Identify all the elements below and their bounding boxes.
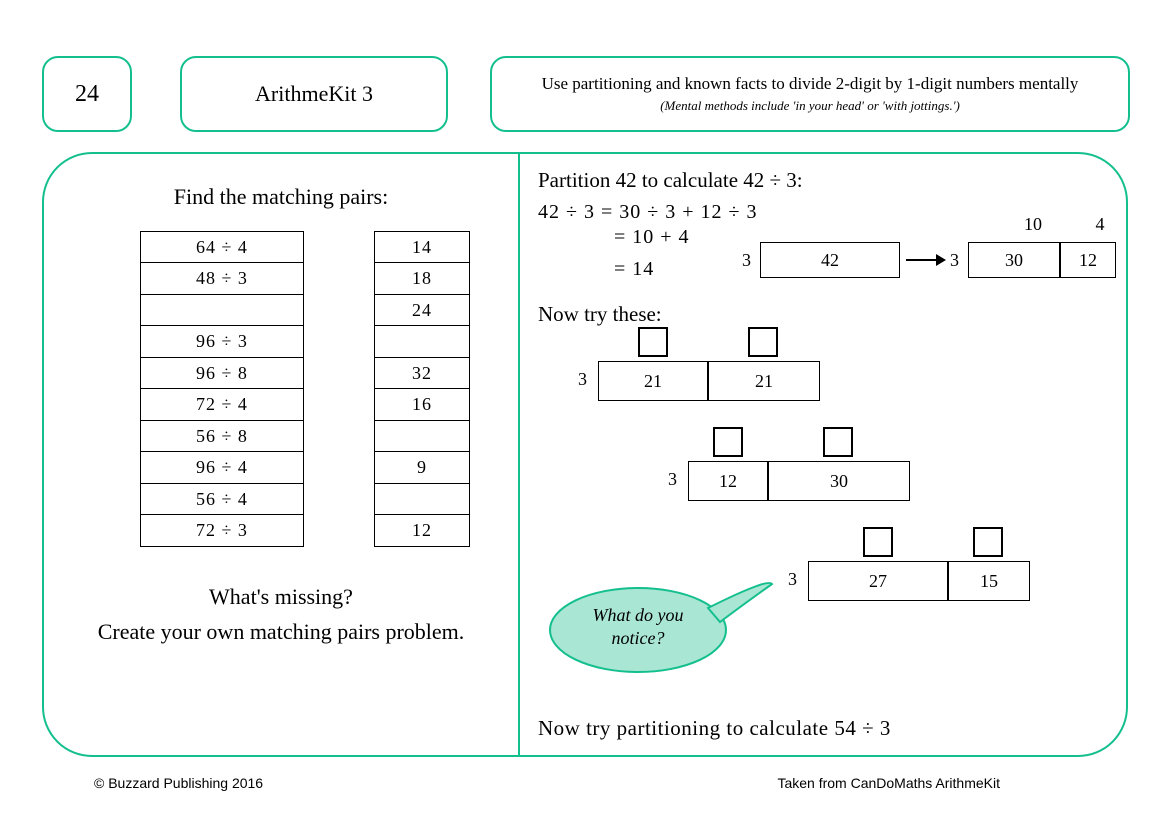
footer-right: Taken from CanDoMaths ArithmeKit <box>777 775 1000 791</box>
col2-cell: 14 <box>374 231 470 264</box>
bar-part1: 30 <box>969 243 1061 277</box>
objective-text: Use partitioning and known facts to divi… <box>542 74 1079 94</box>
bar-top-left: 10 <box>998 214 1068 235</box>
speech-bubble: What do you notice? <box>548 582 728 668</box>
diagram-part: 21 <box>599 362 709 400</box>
col1-cell: 56 ÷ 4 <box>140 483 304 516</box>
col2-cell <box>374 420 470 453</box>
col1-cell: 96 ÷ 4 <box>140 451 304 484</box>
bar-parts: 30 12 <box>968 242 1116 278</box>
now-try-label: Now try these: <box>538 302 1108 327</box>
col2-cell <box>374 325 470 358</box>
diagram-part: 15 <box>949 562 1029 600</box>
col1-cell: 56 ÷ 8 <box>140 420 304 453</box>
objective-sub: (Mental methods include 'in your head' o… <box>660 98 960 114</box>
col2-cell: 18 <box>374 262 470 295</box>
working-line2: = 10 + 4 <box>614 226 690 249</box>
col1-cell: 96 ÷ 8 <box>140 357 304 390</box>
diagram-part: 30 <box>769 462 909 500</box>
col1-cell: 72 ÷ 4 <box>140 388 304 421</box>
col1-cell <box>140 294 304 327</box>
bar-divisor-right: 3 <box>950 250 959 271</box>
col1-cell: 48 ÷ 3 <box>140 262 304 295</box>
left-sub1: What's missing? <box>44 584 518 610</box>
left-title: Find the matching pairs: <box>44 184 518 210</box>
working-line3: = 14 <box>614 258 654 281</box>
diagram-divisor: 3 <box>788 569 797 590</box>
col2-cell <box>374 483 470 516</box>
answer-box[interactable] <box>748 327 778 357</box>
matching-column-2: 141824 3216 9 12 <box>374 232 470 547</box>
footer-left: © Buzzard Publishing 2016 <box>94 775 263 791</box>
bubble-line2: notice? <box>548 627 728 650</box>
kit-name: ArithmeKit 3 <box>255 81 373 107</box>
bar-example: 3 42 3 10 4 30 12 <box>742 220 1132 296</box>
col2-cell: 16 <box>374 388 470 421</box>
diagram-bar: 2715 <box>808 561 1030 601</box>
col2-cell: 32 <box>374 357 470 390</box>
objective-pill: Use partitioning and known facts to divi… <box>490 56 1130 132</box>
page-number-pill: 24 <box>42 56 132 132</box>
diagram-part: 12 <box>689 462 769 500</box>
col1-cell: 72 ÷ 3 <box>140 514 304 547</box>
right-panel: Partition 42 to calculate 42 ÷ 3: 42 ÷ 3… <box>518 154 1126 755</box>
bar-whole: 42 <box>760 242 900 278</box>
col2-cell: 9 <box>374 451 470 484</box>
answer-box[interactable] <box>638 327 668 357</box>
partition-intro: Partition 42 to calculate 42 ÷ 3: <box>538 168 1108 193</box>
diagram-divisor: 3 <box>668 469 677 490</box>
bubble-line1: What do you <box>548 604 728 627</box>
col1-cell: 64 ÷ 4 <box>140 231 304 264</box>
header-region: 24 ArithmeKit 3 Use partitioning and kno… <box>0 56 1170 136</box>
bubble-text: What do you notice? <box>548 604 728 651</box>
col2-cell: 24 <box>374 294 470 327</box>
final-instruction: Now try partitioning to calculate 54 ÷ 3 <box>538 716 891 741</box>
bar-top-right: 4 <box>1076 214 1124 235</box>
diagram-part: 27 <box>809 562 949 600</box>
left-panel: Find the matching pairs: 64 ÷ 448 ÷ 3 96 … <box>44 154 518 755</box>
left-sub2: Create your own matching pairs problem. <box>44 619 518 645</box>
bar-part2: 12 <box>1061 243 1115 277</box>
diagram-divisor: 3 <box>578 369 587 390</box>
col2-cell: 12 <box>374 514 470 547</box>
diagram-bar: 2121 <box>598 361 820 401</box>
footer: © Buzzard Publishing 2016 Taken from Can… <box>0 775 1170 795</box>
answer-box[interactable] <box>823 427 853 457</box>
arrow-icon <box>904 250 946 270</box>
page-number: 24 <box>75 81 99 108</box>
bar-divisor-left: 3 <box>742 250 751 271</box>
answer-box[interactable] <box>713 427 743 457</box>
col1-cell: 96 ÷ 3 <box>140 325 304 358</box>
kit-name-pill: ArithmeKit 3 <box>180 56 448 132</box>
answer-box[interactable] <box>863 527 893 557</box>
main-frame: Find the matching pairs: 64 ÷ 448 ÷ 3 96 … <box>42 152 1128 757</box>
diagram-bar: 1230 <box>688 461 910 501</box>
answer-box[interactable] <box>973 527 1003 557</box>
bar-whole-value: 42 <box>761 243 899 277</box>
diagram-part: 21 <box>709 362 819 400</box>
try-diagrams: 3 2121 3 1230 3 2715 <box>538 327 1108 619</box>
matching-column-1: 64 ÷ 448 ÷ 3 96 ÷ 396 ÷ 872 ÷ 456 ÷ 896 ÷… <box>140 232 304 547</box>
